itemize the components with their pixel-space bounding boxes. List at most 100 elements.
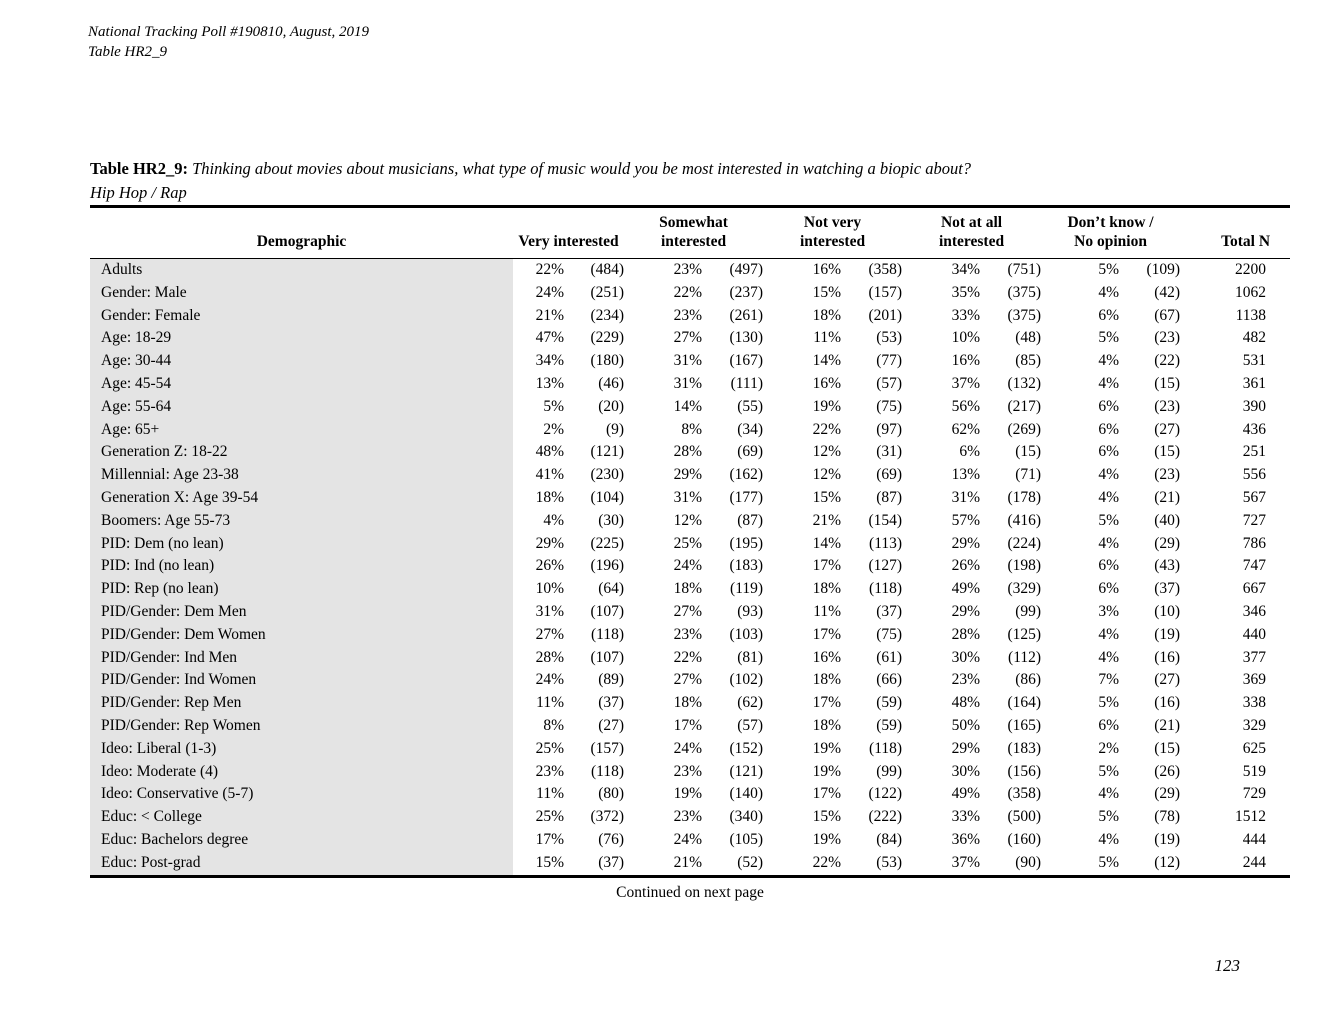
table-row: Gender: Male 24% (251) 22% (237) 15% (157) 35% (… xyxy=(90,281,1290,305)
cell-percent: 29% xyxy=(951,739,981,757)
cell-percent: 6% xyxy=(1098,580,1120,598)
cell-percent: 25% xyxy=(673,534,703,552)
column-header-very-interested: Very interested xyxy=(513,206,625,259)
table-row: Generation Z: 18-22 48% (121) 28% (69) 12% (31… xyxy=(90,441,1290,465)
cell-count: (67) xyxy=(1154,306,1181,324)
row-demographic-label: Ideo: Liberal (1-3) xyxy=(90,737,513,761)
table-row: Educ: Bachelors degree 17% (76) 24% (105) 19%… xyxy=(90,828,1290,852)
table-row: PID: Dem (no lean) 29% (225) 25% (195) 14% (11… xyxy=(90,532,1290,556)
cell-percent: 23% xyxy=(673,625,703,643)
cell-total-n: 786 xyxy=(1242,534,1267,552)
cell-count: (22) xyxy=(1154,352,1181,370)
row-demographic-label: Generation Z: 18-22 xyxy=(90,441,513,465)
cell-percent: 15% xyxy=(812,488,842,506)
cell-percent: 30% xyxy=(951,762,981,780)
cell-percent: 6% xyxy=(1098,557,1120,575)
cell-percent: 23% xyxy=(673,808,703,826)
cell-percent: 36% xyxy=(951,830,981,848)
cell-count: (53) xyxy=(876,853,903,871)
cell-total-n: 1512 xyxy=(1235,808,1267,826)
cell-count: (183) xyxy=(1007,739,1042,757)
cell-count: (229) xyxy=(590,329,625,347)
cell-percent: 22% xyxy=(673,648,703,666)
cell-percent: 12% xyxy=(812,443,842,461)
cell-count: (15) xyxy=(1154,739,1181,757)
cell-percent: 22% xyxy=(812,420,842,438)
cell-count: (261) xyxy=(729,306,764,324)
cell-percent: 31% xyxy=(535,602,564,620)
document-header: National Tracking Poll #190810, August, … xyxy=(88,22,369,62)
row-demographic-label: Gender: Male xyxy=(90,281,513,305)
cell-percent: 10% xyxy=(951,329,981,347)
cell-count: (53) xyxy=(876,329,903,347)
cell-count: (75) xyxy=(876,397,903,415)
cell-count: (29) xyxy=(1154,534,1181,552)
table-body: Adults 22% (484) 23% (497) 16% (358) 34% (751) 5%… xyxy=(90,258,1290,877)
cell-total-n: 625 xyxy=(1242,739,1267,757)
cell-percent: 24% xyxy=(673,830,703,848)
cell-percent: 14% xyxy=(673,397,703,415)
cell-percent: 62% xyxy=(951,420,981,438)
poll-id-line: National Tracking Poll #190810, August, … xyxy=(88,24,369,40)
cell-percent: 18% xyxy=(673,694,703,712)
cell-count: (157) xyxy=(590,739,625,757)
cell-count: (48) xyxy=(1015,329,1042,347)
cell-percent: 19% xyxy=(812,762,842,780)
cell-count: (178) xyxy=(1007,488,1042,506)
cell-percent: 26% xyxy=(951,557,981,575)
row-demographic-label: PID: Dem (no lean) xyxy=(90,532,513,556)
cell-count: (118) xyxy=(869,739,903,757)
cell-percent: 12% xyxy=(812,466,842,484)
cell-total-n: 244 xyxy=(1242,853,1267,871)
cell-count: (118) xyxy=(591,625,625,643)
cell-count: (164) xyxy=(1007,694,1042,712)
cell-percent: 25% xyxy=(535,808,564,826)
cell-count: (372) xyxy=(590,808,625,826)
cell-count: (269) xyxy=(1007,420,1042,438)
cell-percent: 6% xyxy=(1098,443,1120,461)
cell-percent: 4% xyxy=(1098,830,1120,848)
cell-count: (59) xyxy=(876,694,903,712)
cell-count: (37) xyxy=(598,694,625,712)
cell-percent: 12% xyxy=(673,511,703,529)
cell-percent: 31% xyxy=(673,352,703,370)
cell-total-n: 556 xyxy=(1242,466,1267,484)
cell-count: (86) xyxy=(1015,671,1042,689)
cell-count: (121) xyxy=(729,762,764,780)
cell-percent: 6% xyxy=(1098,716,1120,734)
table-row: Millennial: Age 23-38 41% (230) 29% (162) 12%… xyxy=(90,464,1290,487)
cell-percent: 41% xyxy=(535,466,564,484)
table-row: Ideo: Conservative (5-7) 11% (80) 19% (140) 1… xyxy=(90,783,1290,807)
table-row: PID/Gender: Rep Women 8% (27) 17% (57) 18% (59… xyxy=(90,714,1290,738)
cell-count: (59) xyxy=(876,716,903,734)
cell-count: (29) xyxy=(1154,785,1181,803)
cell-count: (160) xyxy=(1007,830,1042,848)
cell-count: (140) xyxy=(729,785,764,803)
cell-percent: 25% xyxy=(535,739,564,757)
cell-total-n: 444 xyxy=(1242,830,1267,848)
cell-count: (84) xyxy=(876,830,903,848)
cell-count: (15) xyxy=(1015,443,1042,461)
cell-percent: 24% xyxy=(535,671,564,689)
cell-count: (225) xyxy=(590,534,625,552)
table-title-question: Thinking about movies about musicians, w… xyxy=(192,159,972,178)
table-title-line: Table HR2_9: Thinking about movies about… xyxy=(90,157,1290,181)
cell-percent: 48% xyxy=(951,694,981,712)
cell-percent: 19% xyxy=(812,739,842,757)
cell-total-n: 1062 xyxy=(1235,283,1267,301)
cell-percent: 29% xyxy=(535,534,564,552)
cell-percent: 4% xyxy=(1098,374,1120,392)
cell-count: (152) xyxy=(729,739,764,757)
cell-percent: 37% xyxy=(951,853,981,871)
cell-count: (9) xyxy=(605,420,625,438)
cell-count: (97) xyxy=(876,420,903,438)
cell-count: (107) xyxy=(590,648,625,666)
cell-percent: 6% xyxy=(959,443,981,461)
table-row: Ideo: Liberal (1-3) 25% (157) 24% (152) 19% (1… xyxy=(90,737,1290,761)
cell-percent: 14% xyxy=(812,352,842,370)
cell-percent: 28% xyxy=(673,443,703,461)
cell-count: (19) xyxy=(1154,625,1181,643)
cell-percent: 19% xyxy=(673,785,703,803)
cell-total-n: 567 xyxy=(1242,488,1267,506)
cell-percent: 23% xyxy=(673,762,703,780)
